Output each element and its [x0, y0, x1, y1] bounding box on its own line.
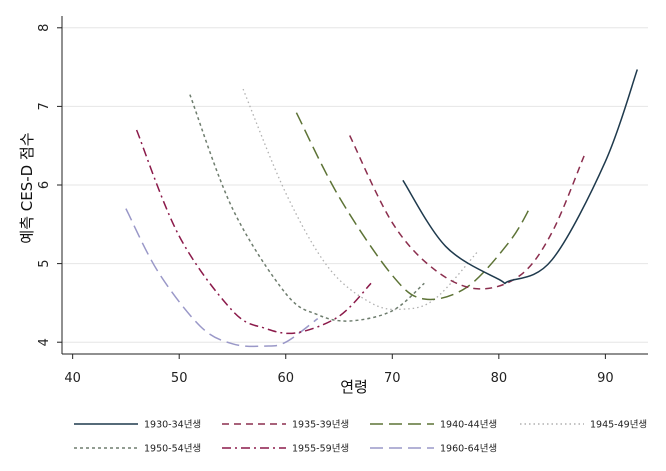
legend-label-1930-34년생: 1930-34년생 — [144, 420, 201, 431]
series-line-1935-39년생 — [349, 135, 585, 290]
x-tick-label-80: 80 — [491, 371, 508, 386]
series-line-1950-54년생 — [189, 94, 425, 322]
legend-label-1940-44년생: 1940-44년생 — [440, 420, 497, 431]
legend-label-1935-39년생: 1935-39년생 — [292, 420, 349, 431]
x-tick-label-50: 50 — [171, 371, 188, 386]
gridlines — [62, 27, 648, 343]
series-line-1960-64년생 — [125, 208, 319, 348]
legend-label-1945-49년생: 1945-49년생 — [590, 420, 647, 431]
y-tick-label-8: 8 — [37, 24, 52, 32]
x-tick-label-70: 70 — [384, 371, 401, 386]
x-axis-title: 연령 — [340, 378, 368, 396]
axes: 40 50 60 70 80 90 4 5 6 7 8 — [37, 16, 648, 386]
x-tick-label-40: 40 — [64, 371, 81, 386]
legend-label-1955-59년생: 1955-59년생 — [292, 444, 349, 455]
y-tick-label-4: 4 — [37, 338, 52, 346]
legend-label-1950-54년생: 1950-54년생 — [144, 444, 201, 455]
y-tick-label-7: 7 — [37, 102, 52, 110]
legend: 1930-34년생 1935-39년생 1940-44년생 1945-49년생 1950… — [74, 420, 647, 455]
series-line-1930-34년생 — [402, 69, 639, 285]
y-tick-label-5: 5 — [37, 259, 52, 267]
y-axis-title: 예측 CES-D 점수 — [18, 132, 36, 243]
x-tick-label-60: 60 — [277, 371, 294, 386]
y-tick-label-6: 6 — [37, 181, 52, 189]
x-tick-label-90: 90 — [597, 371, 614, 386]
series-line-1945-49년생 — [242, 88, 478, 311]
series-line-1955-59년생 — [135, 129, 372, 335]
series-layer — [125, 69, 639, 348]
legend-label-1960-64년생: 1960-64년생 — [440, 444, 497, 455]
